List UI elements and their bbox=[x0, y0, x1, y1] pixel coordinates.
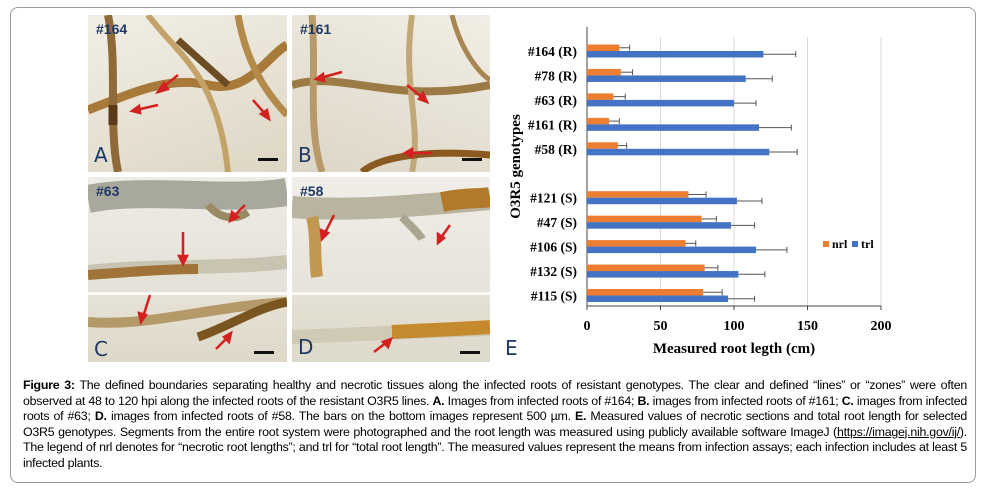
legend-swatch-nrl bbox=[823, 241, 829, 247]
bar-trl bbox=[587, 51, 764, 58]
figure-label: Figure 3: bbox=[23, 378, 75, 392]
bar-trl bbox=[587, 271, 739, 278]
y-tick-label: #78 (R) bbox=[535, 68, 577, 83]
scale-bar bbox=[462, 158, 482, 161]
bar-trl bbox=[587, 148, 770, 156]
panel-letter-d: D bbox=[298, 335, 314, 359]
x-tick-label: 150 bbox=[797, 319, 818, 334]
arrow-icons bbox=[313, 70, 432, 160]
caption-text: images from infected roots of #161; bbox=[649, 393, 842, 408]
photo-panel-c: #63 C bbox=[88, 177, 287, 362]
bar-nrl bbox=[587, 289, 704, 296]
y-tick-label: #161 (R) bbox=[528, 117, 577, 132]
bar-nrl bbox=[587, 240, 686, 247]
imagej-link[interactable]: https://imagej.nih.gov/ij/ bbox=[836, 424, 960, 439]
figure-frame bbox=[10, 7, 976, 483]
caption-text: images from infected roots of #58. The b… bbox=[106, 409, 575, 424]
x-tick-label: 50 bbox=[654, 319, 668, 334]
photo-panel-b: #161 B bbox=[292, 15, 490, 172]
legend-label-trl: trl bbox=[861, 237, 874, 251]
panel-label-d: #58 bbox=[300, 183, 324, 199]
root-image-d bbox=[292, 187, 490, 353]
bar-trl bbox=[587, 295, 729, 302]
caption-text: Images from infected roots of #164; bbox=[444, 393, 638, 408]
scale-bar bbox=[254, 351, 274, 354]
caption-ref-a: A. bbox=[432, 393, 445, 408]
bar-nrl bbox=[587, 264, 705, 272]
scale-bar bbox=[460, 351, 480, 354]
arrow-icons bbox=[319, 214, 452, 353]
panel-label-b: #161 bbox=[300, 21, 332, 37]
caption-ref-b: B. bbox=[637, 393, 650, 408]
caption-ref-d: D. bbox=[94, 409, 107, 424]
x-axis-label: Measured root legth (cm) bbox=[653, 341, 815, 357]
bar-trl bbox=[587, 197, 737, 205]
caption-ref-e: E. bbox=[574, 409, 587, 424]
panel-letter-a: A bbox=[94, 143, 108, 167]
caption-text: ). The legend of nrl denotes for “necrot… bbox=[23, 424, 967, 470]
bar-trl bbox=[587, 75, 746, 82]
root-image-b bbox=[292, 15, 490, 172]
legend-label-nrl: nrl bbox=[832, 237, 848, 251]
panel-letter-c: C bbox=[94, 337, 108, 361]
bar-nrl bbox=[587, 93, 614, 100]
x-tick-label: 200 bbox=[871, 319, 892, 334]
legend-swatch-trl bbox=[852, 241, 858, 247]
panel-label-a: #164 bbox=[96, 21, 128, 37]
bar-nrl bbox=[587, 191, 689, 198]
y-tick-label: #58 (R) bbox=[535, 142, 577, 157]
y-tick-label: #132 (S) bbox=[530, 264, 577, 279]
x-tick-label: 100 bbox=[724, 319, 745, 334]
y-tick-label: #47 (S) bbox=[537, 215, 577, 230]
y-tick-label: #164 (R) bbox=[528, 44, 577, 59]
bar-nrl bbox=[587, 117, 610, 125]
caption-text: The defined boundaries separating health… bbox=[23, 378, 967, 408]
panel-letter-e: E bbox=[505, 336, 518, 360]
bar-trl bbox=[587, 124, 759, 131]
arrow-icons bbox=[129, 74, 271, 122]
panel-label-c: #63 bbox=[96, 183, 120, 199]
photo-panel-d: #58 D bbox=[292, 177, 490, 362]
bar-trl bbox=[587, 222, 732, 229]
bar-nrl bbox=[587, 44, 620, 51]
y-tick-label: #115 (S) bbox=[531, 289, 577, 304]
figure-caption: Figure 3: The defined boundaries separat… bbox=[23, 378, 967, 472]
scale-bar bbox=[258, 158, 278, 161]
root-image-c bbox=[88, 178, 287, 350]
y-tick-label: #121 (S) bbox=[530, 191, 577, 206]
caption-ref-c: C. bbox=[841, 393, 854, 408]
caption-text: Measured values of necrotic sections and… bbox=[23, 409, 968, 439]
y-axis-label: O3R5 genotypes bbox=[508, 114, 524, 219]
panel-letter-b: B bbox=[298, 143, 312, 167]
arrow-icons bbox=[137, 204, 246, 350]
y-tick-label: #106 (S) bbox=[530, 240, 577, 255]
photo-panel-a: #164 A bbox=[88, 15, 287, 172]
x-tick-label: 0 bbox=[584, 319, 591, 334]
root-image-a bbox=[88, 15, 287, 172]
bar-trl bbox=[587, 246, 757, 254]
bar-nrl bbox=[587, 68, 621, 76]
bar-nrl bbox=[587, 142, 618, 149]
caption-text: images from infected roots of #63; bbox=[23, 393, 968, 424]
bar-nrl bbox=[587, 215, 702, 223]
bar-chart: 0 50 100 150 200 #164 (R) #78 (R) #63 (R) #161 (… bbox=[508, 27, 892, 357]
y-tick-label: #63 (R) bbox=[535, 93, 577, 108]
bar-trl bbox=[587, 99, 734, 107]
